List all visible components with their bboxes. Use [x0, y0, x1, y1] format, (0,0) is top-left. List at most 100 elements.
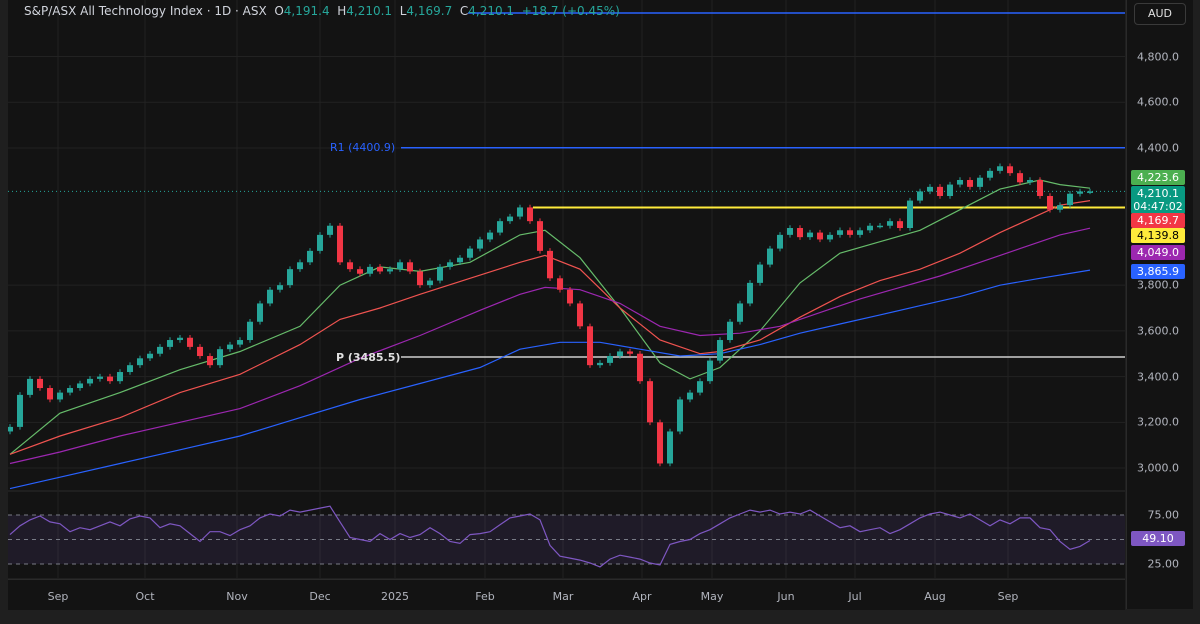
candle-body [347, 262, 353, 270]
countdown-timer: 04:47:02 [1133, 200, 1183, 213]
time-axis-label: Nov [226, 590, 248, 603]
ma-20-tag: 4,223.6 [1131, 170, 1185, 185]
candle-body [797, 228, 803, 238]
time-axis-label: Sep [47, 590, 69, 603]
candle-body [157, 346, 163, 354]
ma-50-tag: 4,169.7 [1131, 213, 1185, 228]
candle-body [907, 200, 913, 229]
price-pane[interactable]: S&P/ASX All Technology Index · 1D · ASX … [8, 0, 1125, 490]
price-tag-value: 4,223.6 [1137, 171, 1179, 184]
candle-body [107, 376, 113, 382]
ma-200-tag: 3,865.9 [1131, 264, 1185, 279]
candle-body [117, 372, 123, 382]
rsi-line [9, 505, 1091, 568]
candle-body [377, 266, 383, 272]
price-axis[interactable]: AUD 4,800.0 4,600.0 4,400.0 3,800.0 3,600.0 3… [1126, 0, 1193, 609]
candle-body [647, 381, 653, 423]
candle-body [607, 356, 613, 363]
price-chart-canvas[interactable] [8, 0, 1125, 490]
low-value: 4,169.7 [406, 4, 453, 18]
candle-body [327, 225, 333, 235]
candle-body [8, 426, 13, 432]
candle-body [17, 394, 23, 427]
candle-body [587, 326, 593, 366]
candle-body [337, 225, 343, 263]
price-axis-label: 3,400.0 [1137, 370, 1179, 384]
candle-body [47, 388, 53, 400]
candle-body [577, 303, 583, 327]
candle-body [57, 392, 63, 400]
rsi-axis-label: 25.00 [1147, 557, 1180, 571]
candle-body [477, 239, 483, 249]
candle-body [877, 225, 883, 228]
candle-body [1047, 196, 1053, 210]
rsi-pane[interactable] [8, 492, 1125, 578]
candle-body [997, 166, 1003, 171]
symbol-label[interactable]: S&P/ASX All Technology Index · 1D · ASX [24, 4, 267, 18]
candle-body [767, 248, 773, 265]
candle-body [307, 250, 313, 263]
candle-body [217, 349, 223, 366]
candle-body [437, 266, 443, 281]
candle-body [1077, 191, 1083, 194]
candle-body [287, 269, 293, 286]
price-axis-label: 4,400.0 [1137, 141, 1179, 155]
currency-button[interactable]: AUD [1134, 3, 1186, 25]
candle-body [397, 262, 403, 270]
candle-body [237, 340, 243, 345]
candle-body [267, 289, 273, 304]
candle-body [707, 360, 713, 382]
change-value: +18.7 (+0.45%) [521, 4, 620, 18]
candle-body [937, 186, 943, 197]
candle-body [737, 303, 743, 322]
price-axis-label: 3,800.0 [1137, 278, 1179, 292]
candle-body [367, 266, 373, 274]
candle-body [27, 378, 33, 395]
rsi-band-background [8, 515, 1125, 564]
price-axis-label: 3,200.0 [1137, 415, 1179, 429]
time-axis-label: Jul [848, 590, 862, 603]
time-axis-label: May [700, 590, 724, 603]
high-label: H [337, 4, 347, 18]
candle-body [757, 264, 763, 283]
candle-body [927, 186, 933, 192]
candle-body [297, 262, 303, 270]
candle-body [207, 356, 213, 366]
candle-body [617, 351, 623, 357]
price-tag-value: 3,865.9 [1137, 265, 1179, 278]
candle-body [547, 250, 553, 279]
time-axis-label: Dec [309, 590, 331, 603]
candle-body [227, 344, 233, 350]
time-axis-label: Oct [135, 590, 155, 603]
time-axis[interactable]: Sep Oct Nov Dec 2025 Feb Mar Apr May Jun Jul Aug Sep [8, 579, 1125, 610]
candle-body [557, 278, 563, 290]
candle-body [517, 207, 523, 217]
candle-body [747, 282, 753, 304]
candle-body [137, 358, 143, 366]
rsi-axis-label: 75.00 [1147, 508, 1180, 522]
candle-body [467, 248, 473, 258]
ma-50-line [9, 200, 1091, 455]
legend-header: S&P/ASX All Technology Index · 1D · ASX … [24, 4, 620, 18]
time-axis-label: Sep [997, 590, 1019, 603]
open-value: 4,191.4 [283, 4, 330, 18]
candle-body [1037, 180, 1043, 197]
candle-body [187, 337, 193, 347]
rsi-value-tag: 49.10 [1131, 531, 1185, 547]
price-axis-label: 3,000.0 [1137, 461, 1179, 475]
rsi-chart-canvas[interactable] [8, 492, 1125, 578]
candle-body [1017, 173, 1023, 183]
candle-body [277, 285, 283, 290]
pivot-level-label: P (3485.5) [336, 351, 401, 364]
candle-body [357, 269, 363, 274]
candle-body [37, 378, 43, 389]
candle-body [787, 228, 793, 235]
candle-body [167, 340, 173, 347]
candle-body [847, 230, 853, 235]
candle-body [967, 180, 973, 187]
candle-body [257, 303, 263, 322]
candle-body [147, 353, 153, 359]
candle-body [77, 383, 83, 389]
open-label: O [274, 4, 284, 18]
